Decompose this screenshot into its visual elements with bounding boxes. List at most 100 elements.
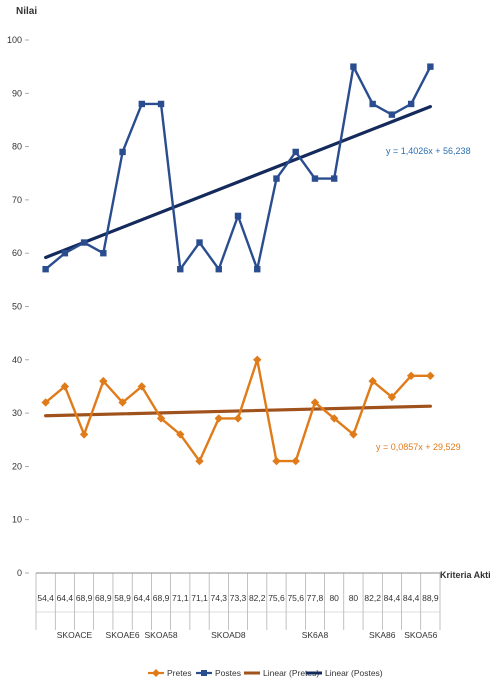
y-tick-label: 40 — [12, 355, 22, 365]
x-group-label: SK6A8 — [302, 630, 329, 640]
x-tick-label: 88,9 — [422, 593, 439, 603]
y-tick-label: 20 — [12, 461, 22, 471]
pretes-point — [272, 456, 281, 466]
postes-point — [234, 212, 242, 220]
pretes-point — [99, 376, 108, 386]
pretes-point — [406, 371, 416, 380]
y-tick-label: 90 — [12, 88, 22, 98]
pretes-trend-equation: y = 0,0857x + 29,529 — [376, 442, 461, 452]
postes-point — [157, 100, 165, 108]
series — [41, 63, 435, 466]
postes-point — [427, 63, 434, 70]
postes-point — [138, 100, 146, 108]
pretes-point — [310, 398, 320, 407]
postes-point — [350, 63, 357, 70]
pretes-point — [233, 414, 243, 423]
postes-point — [254, 265, 261, 273]
pretes-point — [195, 456, 204, 466]
postes-point — [61, 250, 69, 257]
x-group-label: SKA86 — [369, 630, 396, 640]
x-group-label: SKOA58 — [145, 630, 178, 640]
x-tick-label: 82,2 — [364, 593, 381, 603]
postes-point — [119, 148, 126, 156]
pretes-point — [41, 398, 50, 407]
pretes-point — [387, 392, 397, 402]
trendlines — [44, 105, 432, 418]
pretes-point — [329, 414, 339, 423]
x-tick-label: 74,3 — [210, 593, 227, 603]
y-tick-label: 70 — [12, 195, 22, 205]
x-tick-label: 84,4 — [384, 593, 401, 603]
postes-point — [369, 100, 376, 108]
x-axis-title: Kriteria Aktivitas — [440, 570, 490, 580]
x-tick-label: 64,4 — [134, 593, 151, 603]
pretes-point — [156, 414, 166, 423]
x-group-label: SKOAE6 — [106, 630, 140, 640]
x-tick-label: 58,9 — [114, 593, 131, 603]
x-tick-label: 68,9 — [153, 593, 170, 603]
x-tick-label: 75,6 — [268, 593, 285, 603]
pretes-point — [176, 430, 185, 439]
postes-point — [292, 148, 299, 156]
pretes-point — [253, 355, 262, 364]
pretes-point — [368, 376, 377, 386]
y-tick-label: 0 — [17, 568, 22, 578]
x-tick-label: 68,9 — [76, 593, 93, 603]
postes-point — [311, 175, 319, 182]
x-tick-label: 80 — [329, 593, 339, 603]
x-tick-label: 54,4 — [37, 593, 54, 603]
postes-point — [273, 175, 280, 182]
x-axis: 54,4 64,4 68,9 68,9 58,9 64,4 68,9 71,1 71,1 74,3… — [35, 572, 441, 640]
pretes-point — [137, 382, 147, 391]
postes-point — [215, 265, 222, 273]
pretes-point — [349, 430, 358, 439]
postes-point — [80, 239, 88, 246]
y-tick-label: 80 — [12, 142, 22, 152]
postes-point — [100, 250, 107, 257]
pretes-point — [214, 414, 223, 423]
x-group-label: SKOAD8 — [211, 630, 246, 640]
y-tick-label: 30 — [12, 408, 22, 418]
legend-label: Linear (Postes) — [325, 668, 383, 678]
postes-point — [196, 239, 203, 246]
y-axis: 0 10 20 30 40 50 60 70 80 90 100 — [7, 35, 29, 578]
legend-marker — [152, 669, 160, 677]
legend-label: Linear (Pretes) — [263, 668, 319, 678]
y-tick-label: 100 — [7, 35, 22, 45]
legend-marker — [201, 670, 207, 676]
postes-trendline — [44, 105, 432, 260]
legend-label: Postes — [215, 668, 241, 678]
pretes-point — [426, 371, 435, 380]
pretes-point — [79, 430, 89, 439]
postes-trend-equation: y = 1,4026x + 56,238 — [386, 146, 471, 156]
legend: Pretes Postes Linear (Pretes) Linear (Poste… — [148, 668, 383, 678]
pretes-trendline — [44, 404, 432, 418]
x-group-label: SKOA56 — [404, 630, 437, 640]
postes-series-line — [44, 65, 432, 271]
postes-point — [42, 265, 49, 273]
x-tick-label: 64,4 — [57, 593, 74, 603]
x-tick-label: 71,1 — [191, 593, 208, 603]
y-tick-label: 10 — [12, 515, 22, 525]
x-tick-label: 68,9 — [95, 593, 112, 603]
x-tick-label: 71,1 — [172, 593, 189, 603]
legend-label: Pretes — [167, 668, 192, 678]
x-tick-label: 73,3 — [230, 593, 247, 603]
postes-point — [407, 100, 415, 108]
postes-point — [177, 265, 184, 273]
x-tick-label: 75,6 — [287, 593, 304, 603]
x-tick-label: 77,8 — [307, 593, 324, 603]
x-tick-label: 82,2 — [249, 593, 266, 603]
x-tick-label: 84,4 — [403, 593, 420, 603]
pretes-point — [118, 398, 127, 407]
y-axis-title: Nilai — [16, 6, 37, 17]
postes-point — [388, 111, 396, 118]
x-group-label: SKOACE — [57, 630, 93, 640]
x-tick-label: 80 — [349, 593, 359, 603]
pretes-point — [60, 382, 70, 391]
pretes-point — [291, 456, 300, 466]
postes-point — [330, 175, 338, 182]
y-tick-label: 60 — [12, 248, 22, 258]
y-tick-label: 50 — [12, 302, 22, 312]
